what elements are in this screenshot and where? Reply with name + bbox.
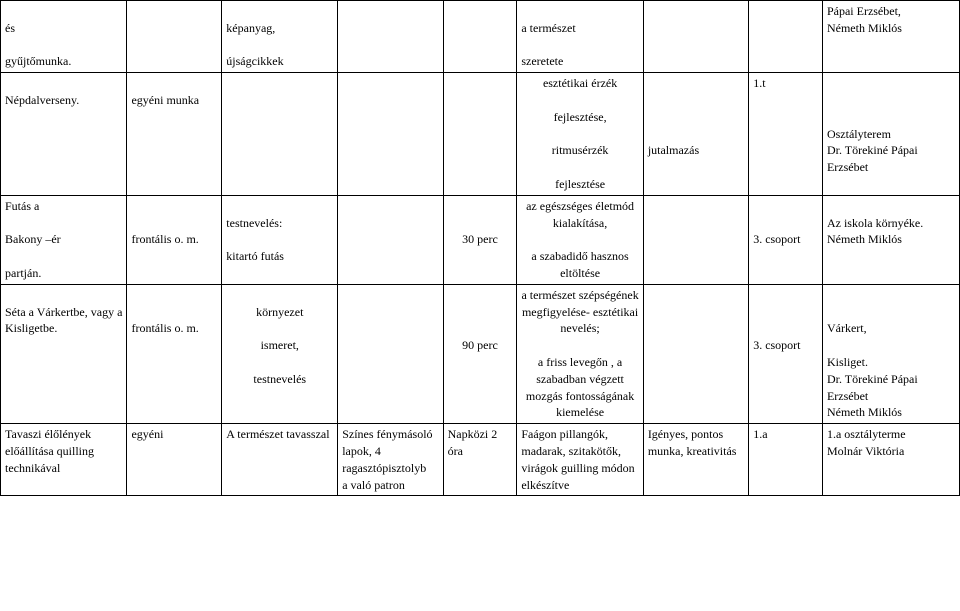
table-cell xyxy=(338,73,443,196)
table-cell: egyéni munka xyxy=(127,73,222,196)
table-cell: Az iskola környéke.Németh Miklós xyxy=(822,195,959,284)
table-cell: Futás a Bakony –ér partján. xyxy=(1,195,127,284)
table-cell xyxy=(643,284,748,423)
table-cell: 30 perc xyxy=(443,195,517,284)
table-cell xyxy=(338,1,443,73)
table-cell xyxy=(643,1,748,73)
table-cell: esztétikai érzék fejlesztése, ritmusérzé… xyxy=(517,73,643,196)
table-cell: képanyag, újságcikkek xyxy=(222,1,338,73)
table-cell: 1.t xyxy=(749,73,823,196)
table-cell: a természet szépségének megfigyelése- es… xyxy=(517,284,643,423)
table-cell xyxy=(443,73,517,196)
table-cell: Színes fénymásoló lapok, 4 ragasztópiszt… xyxy=(338,424,443,496)
table-cell xyxy=(749,1,823,73)
table-cell: Séta a Várkertbe, vagy a Kisligetbe. xyxy=(1,284,127,423)
table-cell: 1.a osztálytermeMolnár Viktória xyxy=(822,424,959,496)
table-cell: 3. csoport xyxy=(749,284,823,423)
table-cell: és gyűjtőmunka. xyxy=(1,1,127,73)
table-cell: Faágon pillangók, madarak, szitakötők, v… xyxy=(517,424,643,496)
table-cell xyxy=(643,195,748,284)
table-cell xyxy=(338,284,443,423)
table-cell xyxy=(338,195,443,284)
table-row: és gyűjtőmunka. képanyag, újságcikkek a … xyxy=(1,1,960,73)
table-cell: a természet szeretete xyxy=(517,1,643,73)
table-cell: Várkert, Kisliget.Dr. Törekiné Pápai Erz… xyxy=(822,284,959,423)
table-cell: az egészséges életmód kialakítása, a sza… xyxy=(517,195,643,284)
table-cell: Igényes, pontos munka, kreativitás xyxy=(643,424,748,496)
table-cell: frontális o. m. xyxy=(127,195,222,284)
table-row: Népdalverseny. egyéni munka esztétikai ér… xyxy=(1,73,960,196)
table-cell: Népdalverseny. xyxy=(1,73,127,196)
table-cell xyxy=(127,1,222,73)
table-row: Séta a Várkertbe, vagy a Kisligetbe. fro… xyxy=(1,284,960,423)
table-cell xyxy=(222,73,338,196)
table-cell: testnevelés: kitartó futás xyxy=(222,195,338,284)
table-cell: környezet ismeret, testnevelés xyxy=(222,284,338,423)
table-cell: 90 perc xyxy=(443,284,517,423)
curriculum-table: és gyűjtőmunka. képanyag, újságcikkek a … xyxy=(0,0,960,496)
table-cell: 1.a xyxy=(749,424,823,496)
table-cell: A természet tavasszal xyxy=(222,424,338,496)
table-cell: OsztályteremDr. Törekiné Pápai Erzsébet xyxy=(822,73,959,196)
table-cell: Napközi 2 óra xyxy=(443,424,517,496)
table-cell: egyéni xyxy=(127,424,222,496)
table-cell: jutalmazás xyxy=(643,73,748,196)
table-row: Futás a Bakony –ér partján. frontális o.… xyxy=(1,195,960,284)
table-cell: frontális o. m. xyxy=(127,284,222,423)
table-cell xyxy=(443,1,517,73)
table-cell: 3. csoport xyxy=(749,195,823,284)
table-cell: Tavaszi élőlények előállítása quilling t… xyxy=(1,424,127,496)
table-row: Tavaszi élőlények előállítása quilling t… xyxy=(1,424,960,496)
table-cell: Pápai Erzsébet,Németh Miklós xyxy=(822,1,959,73)
